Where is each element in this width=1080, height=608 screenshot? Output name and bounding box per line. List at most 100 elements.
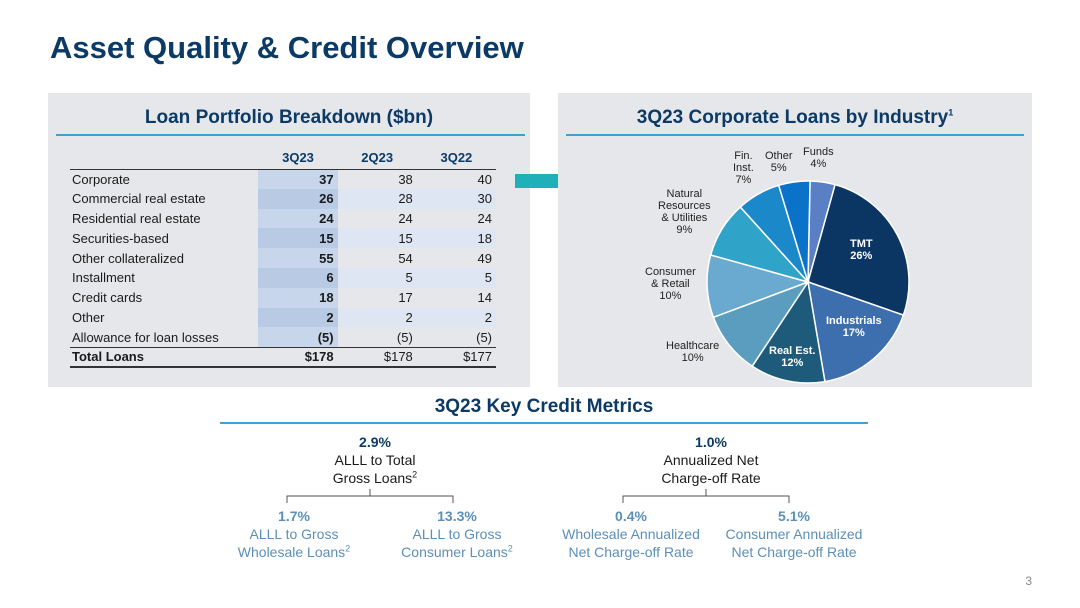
cell-3q22: 24 [477, 210, 492, 226]
label-line: Natural [666, 188, 703, 200]
cell-3q22: $177 [416, 346, 496, 368]
metric-label: Consumer Annualized [725, 526, 863, 542]
cell-3q22: 2 [416, 307, 496, 328]
pie-slice-other [777, 180, 811, 283]
label-value: 17% [842, 327, 865, 339]
pie-label-real-estate: Real Est. 12% [769, 345, 815, 369]
industry-title: 3Q23 Corporate Loans by Industry1 [558, 107, 1032, 129]
row-label: Commercial real estate [72, 191, 206, 207]
metrics-rule [220, 422, 868, 424]
pie-label-funds: Funds 4% [803, 146, 834, 170]
table-row: Installment 6 5 5 [70, 267, 496, 288]
cell-3q22: (5) [476, 329, 492, 345]
cell-3q23: 24 [258, 208, 338, 229]
table-row: Commercial real estate 26 28 30 [70, 188, 496, 209]
pie-label-healthcare: Healthcare 10% [666, 340, 719, 364]
cell-3q23: 2 [258, 307, 338, 328]
table-total-row: Total Loans $178 $178 $177 [70, 346, 496, 368]
metric-alll-total: 2.9% ALLL to Total Gross Loans2 [300, 433, 450, 487]
label-line: Fin. [734, 150, 753, 162]
metric-label-line2: Net Charge-off Rate [568, 544, 694, 560]
industry-panel: 3Q23 Corporate Loans by Industry1 Funds 4… [558, 93, 1032, 387]
metric-value: 1.7% [278, 508, 310, 524]
table-row: Allowance for loan losses (5) (5) (5) [70, 327, 496, 348]
pie-chart-area: Funds 4% Other 5% Fin. Inst. 7% Natural Resou… [558, 93, 1032, 387]
bracket-left [286, 489, 454, 503]
pie-label-other: Other 5% [765, 150, 793, 174]
cell-3q23: 15 [258, 228, 338, 249]
metric-label-line2: Consumer Loans2 [383, 543, 531, 561]
cell-3q23: 6 [258, 267, 338, 288]
row-label: Allowance for loan losses [72, 329, 219, 345]
cell-3q22: 30 [416, 188, 496, 209]
label-value: 7% [735, 174, 752, 186]
cell-3q22: 18 [416, 228, 496, 249]
metric-nco-consumer: 5.1% Consumer Annualized Net Charge-off … [716, 507, 872, 561]
metric-value: 0.4% [615, 508, 647, 524]
table-row: Corporate 37 38 40 [70, 169, 496, 189]
row-label: Securities-based [72, 230, 169, 246]
cell-2q23: 15 [337, 228, 417, 249]
cell-3q23: $178 [258, 346, 338, 368]
label-value: 10% [681, 352, 704, 364]
metric-label: ALLL to Total [334, 452, 416, 468]
metric-value: 2.9% [359, 434, 391, 450]
cell-3q22: 14 [477, 290, 492, 306]
industry-pie-chart [706, 180, 910, 384]
table-row: Residential real estate 24 24 24 [70, 208, 496, 229]
loan-portfolio-table: 3Q23 2Q23 3Q22 Corporate 37 38 40 Commer… [70, 147, 496, 368]
footnote-marker: 2 [345, 543, 351, 554]
cell-2q23: $178 [337, 346, 417, 368]
cell-3q22: 5 [416, 267, 496, 288]
table-row: Securities-based 15 15 18 [70, 228, 496, 249]
cell-3q23: 55 [258, 248, 338, 268]
loan-portfolio-rule [56, 134, 525, 136]
metric-label-line2: Charge-off Rate [661, 470, 761, 486]
page-number: 3 [1025, 574, 1032, 588]
label-line: Resources [658, 200, 711, 212]
cell-3q23: 26 [258, 188, 338, 209]
cell-3q22: 49 [477, 250, 492, 266]
row-label: Credit cards [72, 290, 143, 306]
metric-label-text: Consumer Loans [401, 544, 508, 560]
row-label: Corporate [72, 171, 130, 187]
row-label: Residential real estate [72, 210, 201, 226]
table-row: Other 2 2 2 [70, 307, 496, 328]
cell-3q23: (5) [258, 327, 338, 348]
metric-label-line2: Net Charge-off Rate [731, 544, 857, 560]
row-label: Other [72, 309, 105, 325]
metric-label: Annualized Net [663, 452, 759, 468]
cell-2q23: (5) [396, 329, 413, 345]
cell-2q23: 38 [398, 171, 413, 187]
bracket-right [622, 489, 790, 503]
pie-label-tmt: TMT 26% [850, 238, 873, 262]
pie-label-fin-inst: Fin. Inst. 7% [733, 150, 754, 186]
label-value: 26% [850, 250, 873, 262]
label-value: 12% [781, 357, 804, 369]
cell-2q23: 54 [398, 250, 413, 266]
pie-label-consumer: Consumer & Retail 10% [645, 266, 696, 302]
row-label: Installment [72, 270, 135, 286]
header-blank [70, 147, 259, 170]
loan-portfolio-title: Loan Portfolio Breakdown ($bn) [144, 107, 434, 128]
cell-3q23: 37 [258, 169, 338, 189]
cell-3q22: 40 [477, 171, 492, 187]
label-line: & Utilities [661, 212, 708, 224]
label-value: 10% [659, 290, 682, 302]
metric-value: 13.3% [437, 508, 477, 524]
label-value: 9% [676, 224, 693, 236]
metric-value: 1.0% [695, 434, 727, 450]
footnote-marker: 2 [507, 543, 513, 554]
row-label: Other collateralized [72, 250, 184, 266]
metric-label: ALLL to Gross [249, 526, 339, 542]
row-label: Total Loans [70, 346, 259, 368]
table-row: Other collateralized 55 54 49 [70, 248, 496, 268]
label-line: Consumer [645, 266, 696, 278]
pie-slice-industrials [807, 280, 905, 383]
label-line: & Retail [651, 278, 690, 290]
table-row: Credit cards 18 17 14 [70, 287, 496, 308]
metric-label-line2: Wholesale Loans2 [220, 543, 368, 561]
cell-2q23: 17 [398, 290, 413, 306]
label-line: Funds [803, 146, 834, 158]
cell-2q23: 28 [337, 188, 417, 209]
